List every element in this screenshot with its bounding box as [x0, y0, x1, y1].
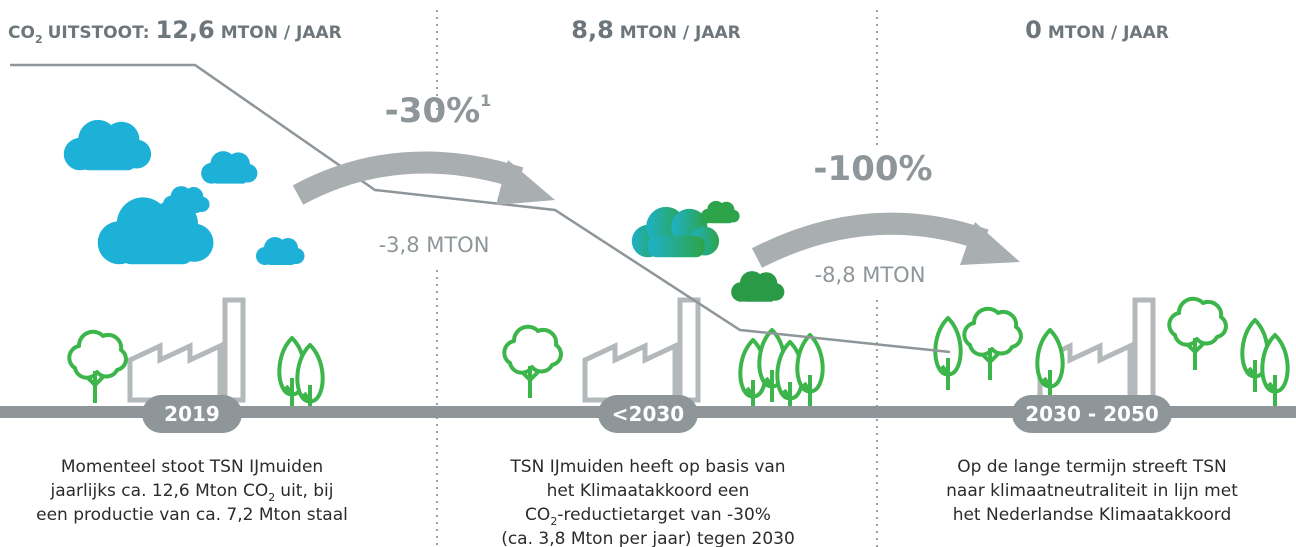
description-line: CO2-reductietarget van -30% — [525, 505, 771, 528]
footnote: 1 — [480, 91, 491, 110]
description-line: jaarlijks ca. 12,6 Mton CO2 uit, bij — [49, 481, 333, 504]
reduction: -8,8 MTON — [815, 263, 926, 287]
arrows-part — [757, 224, 985, 258]
text: naar klimaatneutraliteit in lijn met — [946, 481, 1238, 501]
subscript: 2 — [35, 33, 43, 46]
subscript: 2 — [550, 515, 557, 528]
value: 12,6 — [156, 16, 215, 44]
description-line: het Nederlandse Klimaatakkoord — [953, 505, 1232, 525]
description-line: naar klimaatneutraliteit in lijn met — [946, 481, 1238, 501]
value: 8,8 — [571, 16, 614, 44]
unit: MTON / JAAR — [221, 23, 342, 43]
clouds-2019-part — [64, 120, 151, 170]
text: Momenteel stoot TSN IJmuiden — [61, 457, 323, 477]
text: (ca. 3,8 Mton per jaar) tegen 2030 — [501, 529, 795, 547]
header-0: CO2 UITSTOOT: 12,6 MTON / JAAR — [8, 16, 342, 46]
text: Op de lange termijn streeft TSN — [957, 457, 1227, 477]
text: het Nederlandse Klimaatakkoord — [953, 505, 1232, 525]
factories-part — [130, 300, 243, 400]
text: het Klimaatakkoord een — [547, 481, 750, 501]
subscript: 2 — [268, 491, 275, 504]
header-2: 0 MTON / JAAR — [1025, 16, 1169, 44]
description-line: een productie van ca. 7,2 Mton staal — [36, 505, 348, 525]
description-line: het Klimaatakkoord een — [547, 481, 750, 501]
text: uit, bij — [280, 481, 333, 501]
clouds-2019-part — [256, 237, 305, 265]
page: CO2UITSTOOT:12,6MTON / JAAR 8,8MTON / JA… — [0, 0, 1296, 547]
trees-part — [1169, 299, 1226, 370]
prefix: CO — [8, 23, 35, 43]
description-line: Op de lange termijn streeft TSN — [957, 457, 1227, 477]
reduction: -3,8 MTON — [379, 233, 490, 257]
year: 2030 - 2050 — [1025, 402, 1159, 426]
trees-part — [964, 309, 1021, 380]
description-line: Momenteel stoot TSN IJmuiden — [61, 457, 323, 477]
label: UITSTOOT: — [48, 23, 150, 43]
factories-part — [585, 300, 698, 400]
year: <2030 — [612, 402, 684, 426]
percent: -30% — [385, 91, 481, 131]
description-line: (ca. 3,8 Mton per jaar) tegen 2030 — [501, 529, 795, 547]
transition-percent: -100% — [813, 149, 932, 189]
trees-part — [69, 332, 126, 403]
unit: MTON / JAAR — [1048, 23, 1169, 43]
infographic: CO2UITSTOOT:12,6MTON / JAAR 8,8MTON / JA… — [0, 0, 1296, 547]
year: 2019 — [164, 402, 220, 426]
unit: MTON / JAAR — [620, 23, 741, 43]
trees-part — [1262, 335, 1287, 407]
text: jaarlijks ca. 12,6 Mton CO — [49, 481, 268, 501]
trees-part — [935, 318, 960, 390]
value: 0 — [1025, 16, 1042, 44]
trees-part — [504, 327, 561, 398]
text: -reductietarget van -30% — [557, 505, 771, 525]
arrows-part — [298, 162, 520, 195]
trees-part — [797, 335, 822, 407]
clouds-2030-part — [731, 271, 784, 302]
text: TSN IJmuiden heeft op basis van — [509, 457, 785, 477]
header-1: 8,8 MTON / JAAR — [571, 16, 740, 44]
description-line: TSN IJmuiden heeft op basis van — [509, 457, 785, 477]
descriptions: Momenteel stoot TSN IJmuiden jaarlijks ca… — [36, 457, 1238, 547]
text: CO — [525, 505, 550, 525]
clouds-2030-part — [701, 201, 740, 223]
transition-percent: -30%1 — [385, 91, 492, 131]
clouds-2019-part — [201, 151, 257, 183]
clouds-2019 — [64, 120, 305, 265]
text: een productie van ca. 7,2 Mton staal — [36, 505, 348, 525]
